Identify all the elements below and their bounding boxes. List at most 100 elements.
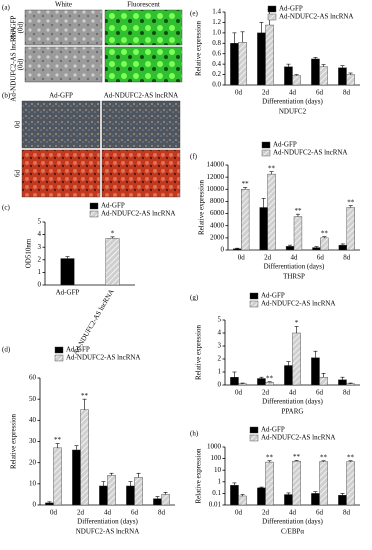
- x-axis-label: Differentiation (days): [262, 518, 323, 526]
- bar: [257, 487, 266, 506]
- micrograph: [104, 46, 183, 83]
- bar: [346, 383, 355, 386]
- y-tick-label: 1.2: [212, 18, 221, 26]
- x-tick-label: 2d: [264, 254, 272, 262]
- x-tick-label: 8d: [343, 89, 351, 97]
- error-bar: [348, 460, 353, 462]
- bar: [72, 449, 81, 506]
- panel-label: (f): [190, 153, 198, 161]
- bar: [338, 379, 347, 386]
- error-bar: [286, 492, 291, 495]
- y-tick-label: 1: [218, 368, 222, 376]
- error-bar: [267, 460, 272, 463]
- bar: [292, 460, 301, 506]
- row-label: (0d): [17, 21, 25, 33]
- error-bar: [313, 350, 318, 358]
- significance-label: **: [266, 453, 274, 461]
- error-bar: [109, 472, 114, 476]
- x-tick-label: 2d: [262, 509, 270, 517]
- y-tick-label: 5: [38, 218, 42, 226]
- bar: [311, 493, 320, 506]
- error-bar: [240, 494, 245, 496]
- x-tick-label: 4d: [289, 89, 297, 97]
- y-axis-label: Relative expression: [195, 20, 203, 76]
- bar: [161, 494, 170, 506]
- significance-label: **: [347, 198, 355, 206]
- bar: [311, 357, 320, 386]
- error-bar: [295, 213, 300, 217]
- error-bar: [82, 398, 87, 410]
- y-tick-label: 1: [38, 268, 42, 276]
- y-tick-label: 0.4: [212, 60, 221, 68]
- error-bar: [269, 171, 274, 175]
- legend-label: Ad-GFP: [273, 141, 297, 149]
- legend-swatch: [249, 434, 259, 442]
- bar: [292, 75, 301, 86]
- legend-swatch: [261, 141, 271, 149]
- bar: [233, 248, 242, 251]
- y-axis-label: Relative expression: [195, 324, 203, 380]
- y-tick-label: 1: [218, 477, 222, 485]
- x-tick-label: Ad-GFP: [56, 289, 80, 297]
- legend-label: Ad-GFP: [66, 346, 90, 354]
- legend-label: Ad-NDUFC2-AS lncRNA: [279, 13, 353, 21]
- significance-label: *: [111, 229, 115, 237]
- micrograph: [21, 149, 101, 198]
- bar: [107, 475, 116, 506]
- legend-label: Ad-NDUFC2-AS lncRNA: [101, 210, 175, 218]
- y-tick-label: 1.0: [212, 28, 221, 36]
- bar: [293, 216, 303, 251]
- x-axis-label: Differentiation (days): [262, 398, 323, 406]
- micrograph: [24, 9, 103, 46]
- error-bar: [267, 381, 272, 383]
- y-tick-label: 3: [38, 243, 42, 251]
- error-bar: [340, 376, 345, 380]
- legend-swatch: [249, 426, 259, 434]
- legend-swatch: [249, 300, 259, 308]
- legend-swatch: [89, 202, 99, 210]
- bar: [134, 477, 143, 506]
- bar: [346, 74, 355, 86]
- error-bar: [340, 493, 345, 496]
- bar: [311, 58, 320, 86]
- y-tick-label: 100: [211, 454, 222, 462]
- bar: [238, 383, 247, 386]
- bar: [60, 258, 75, 286]
- error-bar: [321, 372, 326, 378]
- bar: [257, 378, 266, 386]
- y-tick-label: 10: [29, 479, 37, 487]
- legend-label: Ad-GFP: [101, 202, 125, 210]
- row-label: Ad-GFP: [10, 16, 18, 40]
- y-tick-label: 4000: [210, 221, 225, 229]
- error-bar: [294, 326, 299, 333]
- error-bar: [235, 247, 240, 249]
- significance-label: **: [347, 453, 355, 461]
- bar: [319, 377, 328, 386]
- bar: [338, 67, 347, 86]
- bar: [230, 43, 239, 86]
- x-tick-label: 4d: [289, 509, 297, 517]
- bar: [240, 189, 250, 251]
- legend-label: Ad-NDUFC2-AS lncRNA: [261, 434, 335, 442]
- bar: [259, 207, 268, 251]
- y-tick-label: 10: [214, 466, 222, 474]
- y-tick-label: 3: [218, 342, 222, 350]
- bar: [230, 377, 239, 386]
- error-bar: [47, 501, 52, 503]
- bar: [153, 498, 162, 506]
- legend-label: Ad-GFP: [279, 5, 303, 13]
- y-tick-label: 0.8: [212, 39, 221, 47]
- y-tick-label: 0.0: [212, 81, 221, 89]
- chart-subtitle: THRSP: [283, 273, 305, 281]
- bar: [319, 66, 328, 86]
- micrograph: [21, 100, 101, 149]
- x-tick-label: 6d: [316, 509, 324, 517]
- error-bar: [313, 491, 318, 494]
- error-bar: [136, 472, 141, 478]
- bar: [126, 485, 135, 506]
- error-bar: [101, 481, 106, 486]
- error-bar: [243, 187, 248, 190]
- x-axis-label: Differentiation (days): [77, 518, 138, 526]
- error-bar: [321, 64, 326, 67]
